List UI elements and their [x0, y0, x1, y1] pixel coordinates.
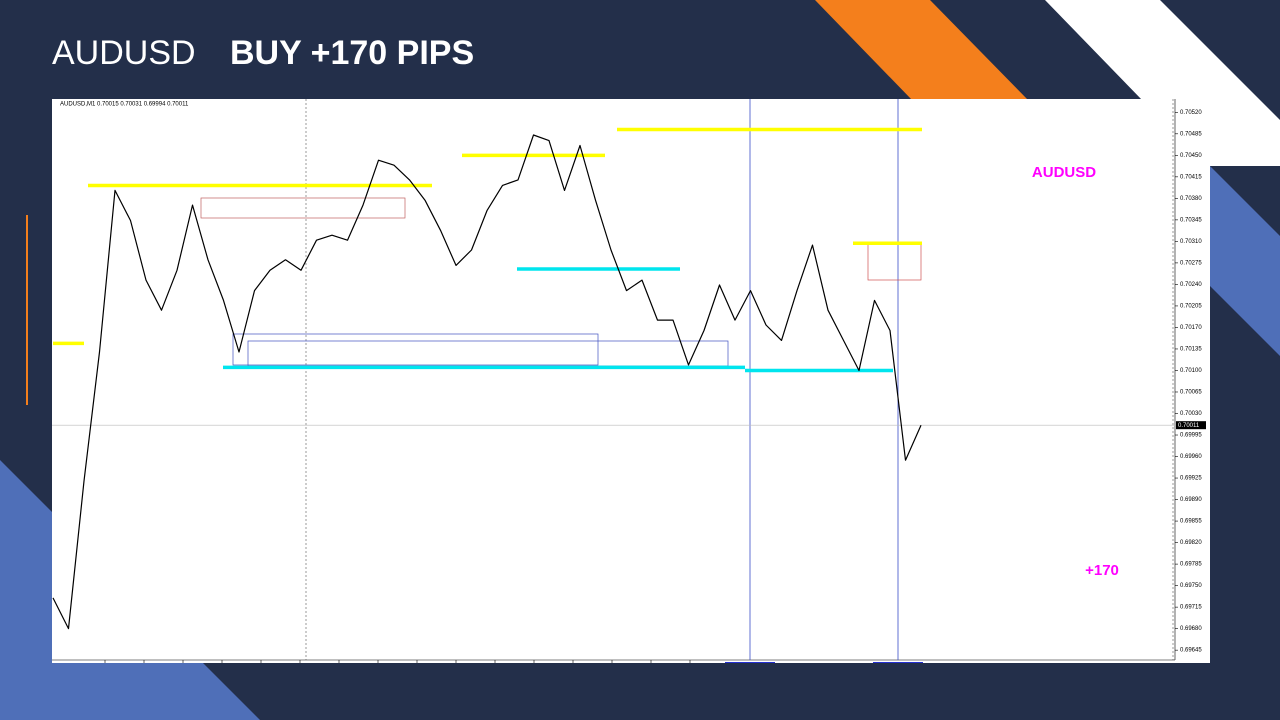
- y-tick-label: 0.70100: [1180, 368, 1202, 374]
- chart: AUDUSD,M1 0.70015 0.70031 0.69994 0.7001…: [52, 99, 1210, 663]
- orange-stripe: [815, 0, 1028, 100]
- y-tick-label: 0.70135: [1180, 347, 1202, 353]
- y-tick-label: 0.69925: [1180, 476, 1202, 482]
- y-tick-label: 0.69750: [1180, 583, 1202, 589]
- annotation: AUDUSD: [1032, 164, 1096, 181]
- zone: [200, 197, 406, 219]
- cursor-label-bg: [873, 662, 923, 663]
- y-tick-label: 0.70170: [1180, 325, 1202, 331]
- last-price-label: 0.70011: [1178, 423, 1200, 429]
- y-tick-label: 0.69820: [1180, 540, 1202, 546]
- y-tick-label: 0.69995: [1180, 433, 1202, 439]
- cursor-label-bg: [725, 662, 775, 663]
- zone: [867, 241, 922, 281]
- y-tick-label: 0.69715: [1180, 605, 1202, 611]
- blue-triangle: [1210, 166, 1280, 356]
- y-tick-label: 0.70485: [1180, 131, 1202, 137]
- annotation: +170: [1085, 562, 1119, 579]
- y-tick-label: 0.69645: [1180, 648, 1202, 654]
- y-tick-label: 0.70380: [1180, 196, 1202, 202]
- y-tick-label: 0.70275: [1180, 260, 1202, 266]
- y-tick-label: 0.69960: [1180, 454, 1202, 460]
- price-line: [52, 134, 922, 630]
- y-tick-label: 0.70520: [1180, 110, 1202, 116]
- y-tick-label: 0.70415: [1180, 174, 1202, 180]
- y-tick-label: 0.70450: [1180, 153, 1202, 159]
- zone: [247, 340, 729, 367]
- y-tick-label: 0.70240: [1180, 282, 1202, 288]
- chart-title: AUDUSD,M1 0.70015 0.70031 0.69994 0.7001…: [60, 102, 189, 108]
- white-stripe: [1045, 0, 1280, 166]
- symbol-heading: AUDUSD: [52, 34, 196, 72]
- signal-heading: BUY +170 PIPS: [230, 34, 475, 72]
- y-tick-label: 0.69785: [1180, 562, 1202, 568]
- y-tick-label: 0.70205: [1180, 304, 1202, 310]
- last-price-bg: [1176, 421, 1206, 430]
- y-tick-label: 0.69855: [1180, 519, 1202, 525]
- y-tick-label: 0.70345: [1180, 217, 1202, 223]
- y-tick-label: 0.69890: [1180, 497, 1202, 503]
- y-tick-label: 0.70065: [1180, 390, 1202, 396]
- zone: [232, 333, 599, 366]
- y-tick-label: 0.70310: [1180, 239, 1202, 245]
- y-tick-label: 0.70030: [1180, 411, 1202, 417]
- y-tick-label: 0.69680: [1180, 626, 1202, 632]
